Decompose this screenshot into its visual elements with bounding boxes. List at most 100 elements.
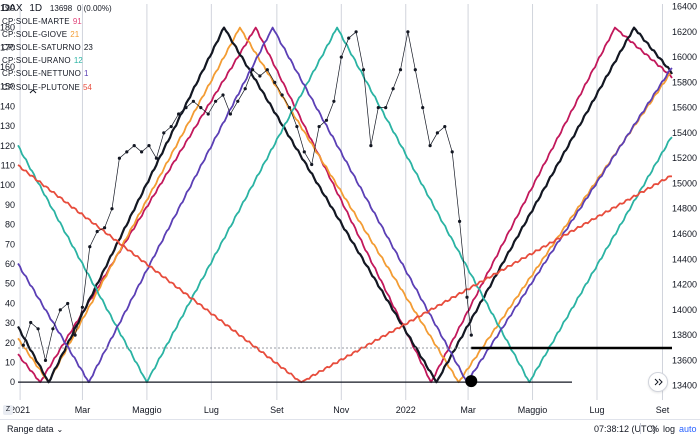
x-tick-label: Lug [204,405,219,415]
price-point [140,150,144,154]
price-point [332,99,336,103]
price-point [221,93,225,97]
left-tick-label: 50 [5,279,15,289]
price-point [258,74,262,78]
legend-item-value: 54 [82,82,92,92]
price-point [391,87,395,91]
left-tick-label: 0 [10,377,15,387]
price-point [302,150,306,154]
series-layer [17,26,673,384]
price-point [43,358,48,362]
left-tick-label: 190 [0,3,15,13]
chevron-up-icon[interactable] [27,86,39,96]
percent-scale-toggle[interactable]: % [651,424,660,434]
series-line-3 [17,26,673,384]
price-point [184,106,188,110]
price-point [347,36,351,40]
left-tick-label: 60 [5,259,15,269]
price-point [273,80,277,84]
price-point [384,106,388,110]
left-tick-label: 120 [0,141,15,151]
series-line-2 [17,26,673,384]
right-tick-label: 14400 [672,254,697,264]
price-point [132,144,136,148]
price-point [199,106,203,110]
right-tick-label: 15000 [672,178,697,188]
right-tick-label: 16000 [672,52,697,62]
right-tick-label: 15600 [672,103,697,113]
legend-item[interactable]: CP:SOLE-PLUTONE 54 [2,81,112,94]
legend-item[interactable]: CP:SOLE-GIOVE 21 [2,28,112,41]
left-tick-label: 70 [5,239,15,249]
legend-item-value: 1 [84,69,89,79]
price-point [376,106,380,110]
series-line-4 [17,26,673,384]
right-tick-label: 14600 [672,229,697,239]
chevron-down-icon: ⌄ [56,425,64,434]
price-point [236,99,240,103]
right-tick-label: 16200 [672,27,697,37]
left-tick-label: 10 [5,357,15,367]
left-tick-label: 40 [5,298,15,308]
price-point [66,301,70,306]
price-point [103,226,107,230]
series-line-1 [17,26,673,384]
right-price-axis[interactable]: 13400 13600 13800 14000 14200 14400 14600 14800… [672,2,697,391]
double-chevron-right-icon[interactable] [648,372,668,392]
left-tick-label: 110 [1,161,15,171]
log-scale-toggle[interactable]: log [663,424,676,434]
utc-clock[interactable]: 07:38:12 (UTC) [594,424,657,434]
auto-scale-toggle[interactable]: auto [679,424,697,434]
x-tick-label: Set [656,405,670,415]
legend-item[interactable]: CP:SOLE-SATURNO 23 [2,41,112,54]
legend-item-value: 23 [83,43,93,53]
price-point [369,144,373,148]
legend-item[interactable]: CP:SOLE-MARTE 91 [2,15,112,28]
price-point [361,68,366,72]
x-tick-label: Maggio [132,405,162,415]
interval-label[interactable]: 1D [29,3,43,14]
price-point [265,68,269,72]
symbol-name[interactable]: DAX [2,3,23,14]
left-price-axis[interactable]: 0 10 20 30 40 50 60 70 80 90 100 110 120 130 140 150 160… [0,3,15,387]
legend-item-label: CP:SOLE-PLUTONE [2,82,80,92]
range-data-button[interactable]: Range data ⌄ [7,424,63,434]
price-point [214,99,218,103]
left-tick-label: 150 [0,82,15,92]
price-point [324,118,329,122]
right-tick-label: 15200 [672,153,697,163]
right-tick-label: 15400 [672,128,697,138]
price-point [177,112,181,116]
z-icon[interactable]: Z [3,405,13,415]
price-point [80,305,84,309]
annotation-layer [18,346,672,388]
right-tick-label: 14200 [672,280,697,290]
legend-items: CP:SOLE-MARTE 91 CP:SOLE-GIOVE 21 CP:SOLE-SA… [2,15,112,94]
legend-item[interactable]: CP:SOLE-NETTUNO 1 [2,67,112,80]
legend-item[interactable]: CP:SOLE-URANO 12 [2,54,112,67]
left-tick-label: 90 [5,200,15,210]
left-tick-label: 160 [0,62,15,72]
x-tick-label: Nov [333,405,350,415]
price-point [458,219,462,223]
price-point [450,150,454,154]
price-point [435,131,439,135]
time-axis[interactable]: 2021 Mar Maggio Lug Set Nov 2022 Mar Maggio Lug Se… [10,405,670,415]
price-point [406,30,410,34]
left-tick-label: 180 [0,23,15,33]
x-tick-label: 2021 [10,405,30,415]
price-point [162,131,166,135]
price-point [154,156,158,160]
price-point [465,295,469,299]
legend-item-label: CP:SOLE-SATURNO [2,43,81,53]
price-point [243,87,247,91]
legend-item-label: CP:SOLE-NETTUNO [2,69,82,79]
x-tick-label: Mar [460,405,476,415]
price-point [280,93,284,97]
legend-title-row[interactable]: DAX 1D 13698 0 (0.00%) [2,3,112,15]
price-point [206,112,210,116]
price-point [147,144,151,148]
price-point [287,106,292,110]
x-tick-label: Mar [75,405,91,415]
